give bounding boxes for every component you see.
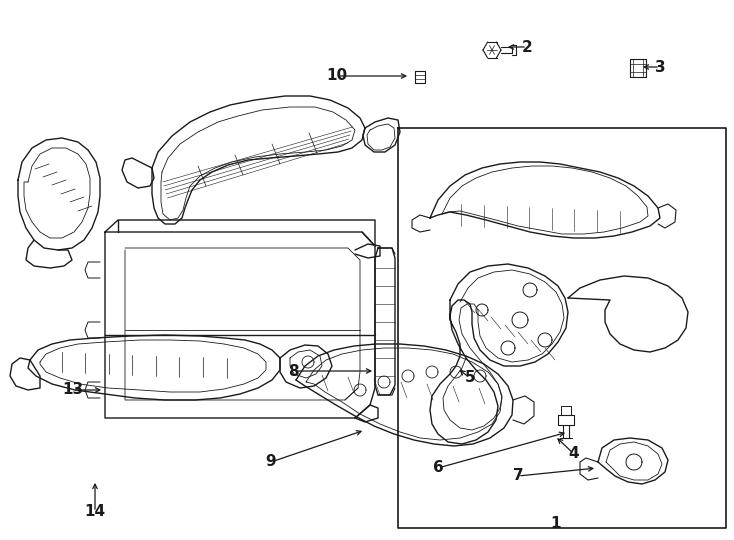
Text: 2: 2 xyxy=(522,39,532,55)
Text: 8: 8 xyxy=(288,363,298,379)
Text: 3: 3 xyxy=(655,59,665,75)
Text: 9: 9 xyxy=(266,455,276,469)
Text: 14: 14 xyxy=(84,504,106,519)
Text: 13: 13 xyxy=(62,382,84,397)
Text: 4: 4 xyxy=(569,447,579,462)
Text: 6: 6 xyxy=(432,461,443,476)
Text: 5: 5 xyxy=(465,370,476,386)
Text: 7: 7 xyxy=(512,469,523,483)
Text: 1: 1 xyxy=(550,516,562,531)
Text: 10: 10 xyxy=(327,69,348,84)
